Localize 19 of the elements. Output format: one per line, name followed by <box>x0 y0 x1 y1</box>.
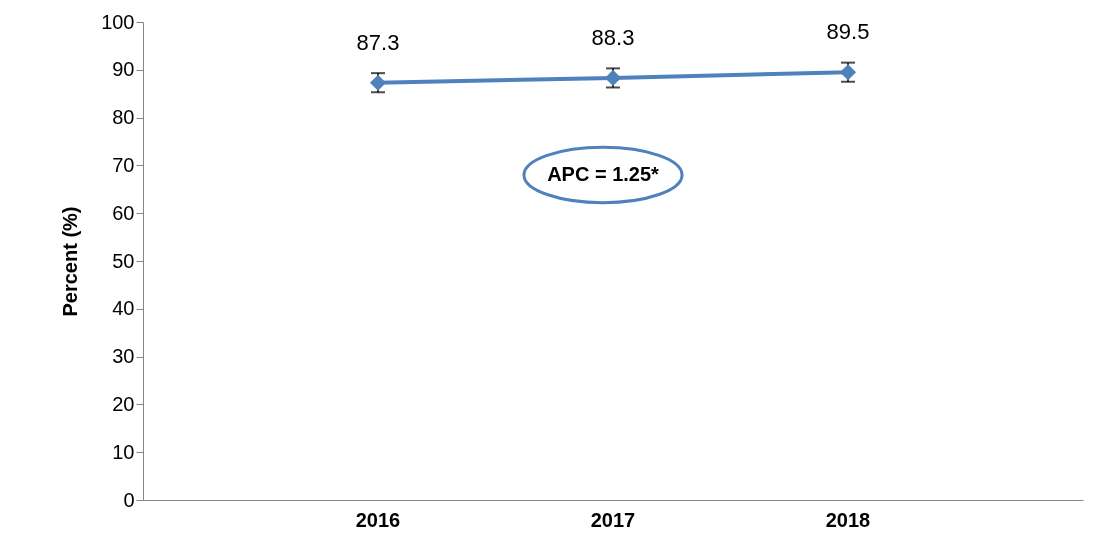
data-label: 88.3 <box>591 24 635 50</box>
y-tick-label: 0 <box>123 488 135 511</box>
y-tick-label: 60 <box>112 201 135 224</box>
x-tick-label: 2017 <box>590 508 636 531</box>
data-label: 89.5 <box>826 19 870 45</box>
y-tick-label: 50 <box>112 249 135 272</box>
y-tick-label: 30 <box>112 345 135 368</box>
y-tick-label: 80 <box>112 106 135 129</box>
x-tick-label: 2016 <box>355 508 401 531</box>
y-tick-label: 90 <box>112 58 135 81</box>
y-tick-label: 100 <box>101 10 135 33</box>
data-label: 87.3 <box>356 29 400 55</box>
y-tick-label: 20 <box>112 392 135 415</box>
y-axis-title: Percent (%) <box>59 206 82 317</box>
y-tick-label: 40 <box>112 297 135 320</box>
y-tick-label: 70 <box>112 153 135 176</box>
annotation: APC = 1.25* <box>547 162 660 185</box>
y-tick-label: 10 <box>112 440 135 463</box>
x-tick-label: 2018 <box>825 508 871 531</box>
